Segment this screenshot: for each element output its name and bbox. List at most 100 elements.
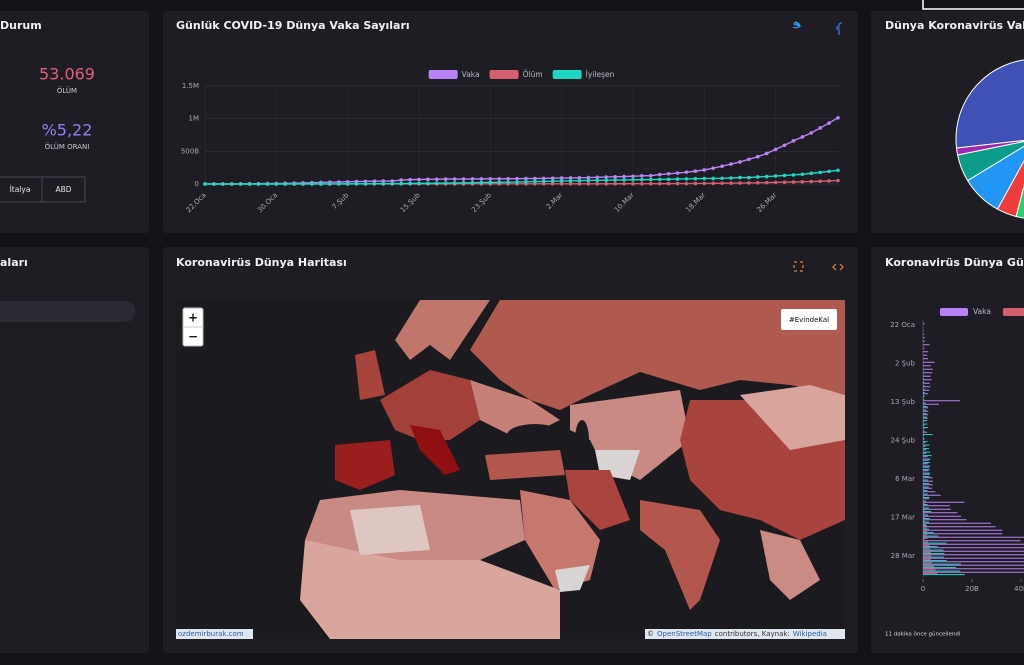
legend-swatch[interactable] [489,70,519,79]
search-box[interactable] [0,301,135,322]
bar[interactable] [923,501,965,503]
bar[interactable] [923,502,925,504]
bar[interactable] [923,553,945,555]
bar[interactable] [923,388,925,390]
bar[interactable] [923,477,933,479]
bar[interactable] [923,535,939,537]
bar[interactable] [923,444,930,446]
bar[interactable] [923,451,931,453]
region[interactable] [485,450,565,480]
bar[interactable] [923,445,926,447]
bar[interactable] [923,522,991,524]
bar[interactable] [923,476,930,478]
bar[interactable] [923,505,950,507]
bar[interactable] [923,521,930,523]
bar[interactable] [923,381,925,383]
bar[interactable] [923,547,1024,549]
legend-swatch[interactable] [552,70,582,79]
bar[interactable] [923,569,936,571]
bar[interactable] [923,528,929,530]
bar[interactable] [923,534,928,536]
bar[interactable] [923,379,932,381]
bar[interactable] [923,570,961,572]
zoom-in[interactable]: + [188,311,198,325]
bar[interactable] [923,556,944,558]
bar[interactable] [923,560,947,562]
bar[interactable] [923,541,929,543]
region[interactable] [410,425,460,475]
bar[interactable] [923,365,931,367]
bar[interactable] [923,543,1024,545]
bar[interactable] [923,455,932,457]
bar[interactable] [923,385,925,387]
bar[interactable] [923,465,931,467]
bar[interactable] [923,539,925,541]
legend-label[interactable]: İyileşen [586,70,615,79]
bar[interactable] [923,361,935,363]
bar[interactable] [923,544,930,546]
bar[interactable] [923,571,1024,573]
bar[interactable] [923,486,929,488]
bar[interactable] [923,572,938,574]
region[interactable] [335,440,395,490]
bar[interactable] [923,490,928,492]
pie-slice[interactable] [955,59,1024,149]
attribution-link[interactable]: Wikipedia [793,630,827,638]
bar[interactable] [923,459,929,461]
bar[interactable] [923,437,925,439]
bar[interactable] [923,434,933,436]
bar[interactable] [923,529,1003,531]
badge-box[interactable] [781,309,837,330]
bar[interactable] [923,442,926,444]
bar[interactable] [923,485,924,487]
bar[interactable] [923,494,941,496]
bar[interactable] [923,448,930,450]
bar[interactable] [923,469,930,471]
bar[interactable] [923,354,928,356]
bar[interactable] [923,393,928,395]
bar[interactable] [923,523,926,525]
facebook-icon[interactable] [836,22,843,35]
legend-label[interactable]: Ölüm [523,70,543,79]
bar[interactable] [923,492,924,494]
bar[interactable] [923,372,933,374]
legend-swatch[interactable] [1002,308,1024,316]
bar[interactable] [923,567,956,569]
bar[interactable] [923,472,931,474]
region[interactable] [350,505,430,555]
bar[interactable] [923,498,930,500]
region[interactable] [760,530,820,600]
region[interactable] [565,470,630,530]
region[interactable] [395,300,490,360]
bar[interactable] [923,561,1024,563]
bar[interactable] [923,514,929,516]
bar[interactable] [923,399,925,401]
bar[interactable] [923,438,925,440]
button-label[interactable]: İtalya [10,185,31,194]
bar[interactable] [923,518,930,520]
bar[interactable] [923,402,926,404]
bar[interactable] [923,515,962,517]
bar[interactable] [923,562,932,564]
bar[interactable] [923,382,930,384]
bar[interactable] [923,378,924,380]
bar[interactable] [923,525,928,527]
embed-icon[interactable] [832,263,844,271]
fullscreen-icon[interactable] [793,261,804,272]
bar[interactable] [923,358,929,360]
credit[interactable]: ozdemirburak.com [178,630,244,638]
bar[interactable] [923,375,931,377]
bar[interactable] [923,512,958,514]
region[interactable] [355,350,385,400]
bar[interactable] [923,509,925,511]
legend-label[interactable]: Vaka [462,70,480,79]
bar[interactable] [923,563,961,565]
region[interactable] [740,385,845,450]
region[interactable] [300,540,560,639]
button-label[interactable]: ABD [55,185,71,194]
bar[interactable] [923,511,932,513]
bar[interactable] [923,351,929,353]
attribution-link[interactable]: OpenStreetMap [657,630,712,638]
bar[interactable] [923,449,927,451]
legend-swatch[interactable] [428,70,458,79]
